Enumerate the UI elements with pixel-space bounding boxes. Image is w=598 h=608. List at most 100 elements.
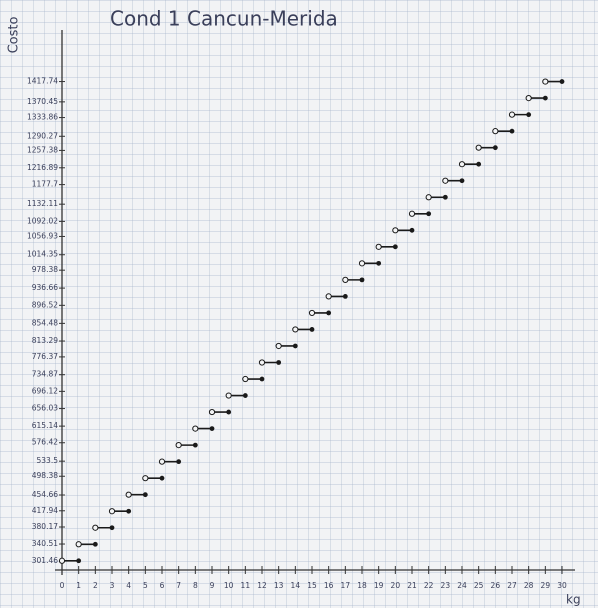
- x-tick-label: 11: [241, 581, 251, 590]
- y-tick-label: 340.51: [32, 539, 58, 548]
- open-end: [142, 475, 149, 482]
- closed-end: [376, 260, 382, 266]
- closed-end: [392, 244, 398, 250]
- x-tick-label: 24: [457, 581, 467, 590]
- y-tick-label: 813.29: [32, 336, 58, 345]
- open-end: [242, 375, 249, 383]
- closed-end: [76, 558, 82, 564]
- x-tick-label: 3: [110, 581, 115, 590]
- closed-end: [342, 294, 348, 299]
- y-tick-label: 1290.27: [27, 131, 58, 140]
- open-end: [458, 161, 466, 168]
- y-tick-label: 776.37: [32, 352, 58, 361]
- closed-end: [209, 426, 215, 431]
- x-tick-label: 9: [210, 581, 215, 590]
- open-end: [192, 425, 199, 432]
- x-tick-label: 22: [424, 581, 434, 590]
- open-end: [408, 210, 416, 217]
- y-tick-label: 656.03: [32, 404, 58, 413]
- y-tick-label: 1333.86: [27, 113, 58, 122]
- closed-end: [442, 194, 448, 200]
- open-end: [58, 557, 66, 564]
- closed-end: [492, 145, 498, 151]
- closed-end: [142, 492, 148, 498]
- x-tick-label: 16: [324, 581, 334, 590]
- y-axis-label: Costo: [7, 17, 22, 54]
- y-tick-label: 936.66: [32, 283, 58, 292]
- open-end: [442, 177, 449, 184]
- x-tick-label: 15: [307, 581, 317, 590]
- closed-end: [159, 475, 165, 481]
- x-tick-label: 6: [160, 581, 165, 590]
- y-tick-label: 1370.45: [27, 97, 58, 106]
- y-tick-label: 734.87: [32, 370, 58, 379]
- x-tick-label: 10: [224, 581, 234, 590]
- x-tick-label: 27: [507, 581, 517, 590]
- y-tick-label: 978.38: [32, 265, 58, 274]
- y-tick-label: 1092.02: [27, 216, 58, 225]
- x-tick-label: 29: [541, 581, 551, 590]
- y-tick-label: 533.5: [37, 456, 59, 465]
- y-tick-label: 1014.35: [27, 250, 58, 259]
- y-tick-label: 1177.7: [32, 180, 58, 189]
- closed-end: [476, 161, 482, 167]
- x-tick-label: 30: [557, 581, 567, 590]
- y-tick-label: 696.12: [32, 386, 58, 395]
- closed-end: [542, 95, 548, 101]
- open-end: [325, 293, 332, 300]
- open-end: [375, 243, 382, 250]
- y-tick-label: 576.42: [32, 438, 58, 447]
- open-end: [492, 128, 499, 135]
- open-end: [125, 491, 132, 498]
- y-tick-label: 301.46: [32, 556, 58, 565]
- closed-end: [309, 327, 315, 332]
- x-tick-label: 19: [374, 581, 384, 590]
- open-end: [158, 458, 166, 465]
- open-end: [308, 309, 316, 317]
- y-tick-label: 417.94: [32, 506, 58, 515]
- chart-title: Cond 1 Cancun-Merida: [110, 7, 338, 31]
- closed-end: [192, 442, 198, 448]
- open-end: [525, 95, 532, 102]
- closed-end: [359, 277, 365, 283]
- x-tick-label: 8: [193, 581, 198, 590]
- x-tick-label: 2: [93, 581, 98, 590]
- open-end: [208, 408, 216, 416]
- closed-end: [126, 508, 132, 514]
- open-end: [258, 359, 266, 366]
- y-tick-label: 1257.38: [27, 145, 58, 154]
- y-tick-label: 1132.11: [27, 199, 58, 208]
- x-tick-label: 4: [126, 581, 131, 590]
- closed-end: [242, 393, 248, 398]
- x-tick-label: 14: [291, 581, 301, 590]
- x-tick-label: 13: [274, 581, 284, 590]
- open-end: [342, 276, 349, 283]
- y-tick-label: 380.17: [32, 522, 58, 531]
- x-tick-label: 20: [391, 581, 401, 590]
- y-tick-label: 454.66: [32, 490, 58, 499]
- y-tick-label: 1216.89: [27, 163, 58, 172]
- x-tick-label: 5: [143, 581, 148, 590]
- x-tick-label: 25: [474, 581, 484, 590]
- x-tick-label: 18: [357, 581, 367, 590]
- closed-end: [226, 409, 232, 415]
- x-axis-label: kg: [566, 593, 581, 607]
- x-tick-label: 0: [60, 581, 65, 590]
- closed-end: [426, 211, 432, 217]
- x-tick-label: 28: [524, 581, 534, 590]
- open-end: [542, 78, 549, 85]
- x-tick-label: 23: [441, 581, 451, 590]
- closed-end: [459, 178, 465, 184]
- y-tick-label: 896.52: [32, 300, 58, 309]
- y-tick-label: 1056.93: [27, 231, 58, 240]
- closed-end: [509, 128, 515, 134]
- closed-end: [176, 459, 182, 465]
- open-end: [225, 392, 232, 399]
- y-tick-label: 498.38: [32, 471, 58, 480]
- open-end: [175, 442, 182, 449]
- open-end: [75, 541, 82, 548]
- open-end: [475, 144, 482, 151]
